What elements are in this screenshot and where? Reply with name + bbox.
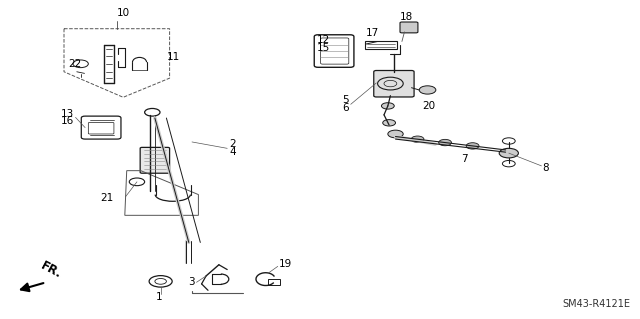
Text: SM43-R4121E: SM43-R4121E xyxy=(563,300,630,309)
Text: 21: 21 xyxy=(100,193,114,204)
Text: 16: 16 xyxy=(61,116,74,126)
Text: 17: 17 xyxy=(366,27,380,38)
Text: 3: 3 xyxy=(189,277,195,287)
Circle shape xyxy=(499,148,518,158)
Circle shape xyxy=(381,103,394,109)
Text: 6: 6 xyxy=(342,103,349,114)
Text: 13: 13 xyxy=(61,109,74,119)
Text: 22: 22 xyxy=(68,59,82,69)
Circle shape xyxy=(383,120,396,126)
FancyBboxPatch shape xyxy=(140,147,170,173)
Circle shape xyxy=(438,139,451,146)
Circle shape xyxy=(388,130,403,138)
FancyBboxPatch shape xyxy=(374,70,414,97)
Circle shape xyxy=(466,143,479,149)
Text: 8: 8 xyxy=(543,163,549,173)
Text: 19: 19 xyxy=(278,259,292,269)
Text: 2: 2 xyxy=(229,139,236,149)
Text: 11: 11 xyxy=(166,52,180,62)
Text: 5: 5 xyxy=(342,95,349,106)
Text: 20: 20 xyxy=(422,101,436,111)
Text: 15: 15 xyxy=(317,43,330,53)
Text: 4: 4 xyxy=(229,147,236,157)
Text: 7: 7 xyxy=(461,154,467,164)
Text: 18: 18 xyxy=(400,11,413,22)
Text: 12: 12 xyxy=(317,35,330,45)
Text: FR.: FR. xyxy=(38,259,64,281)
Text: 10: 10 xyxy=(117,8,130,19)
FancyBboxPatch shape xyxy=(400,22,418,33)
Circle shape xyxy=(411,136,424,142)
Circle shape xyxy=(419,86,436,94)
Text: 1: 1 xyxy=(156,292,162,302)
